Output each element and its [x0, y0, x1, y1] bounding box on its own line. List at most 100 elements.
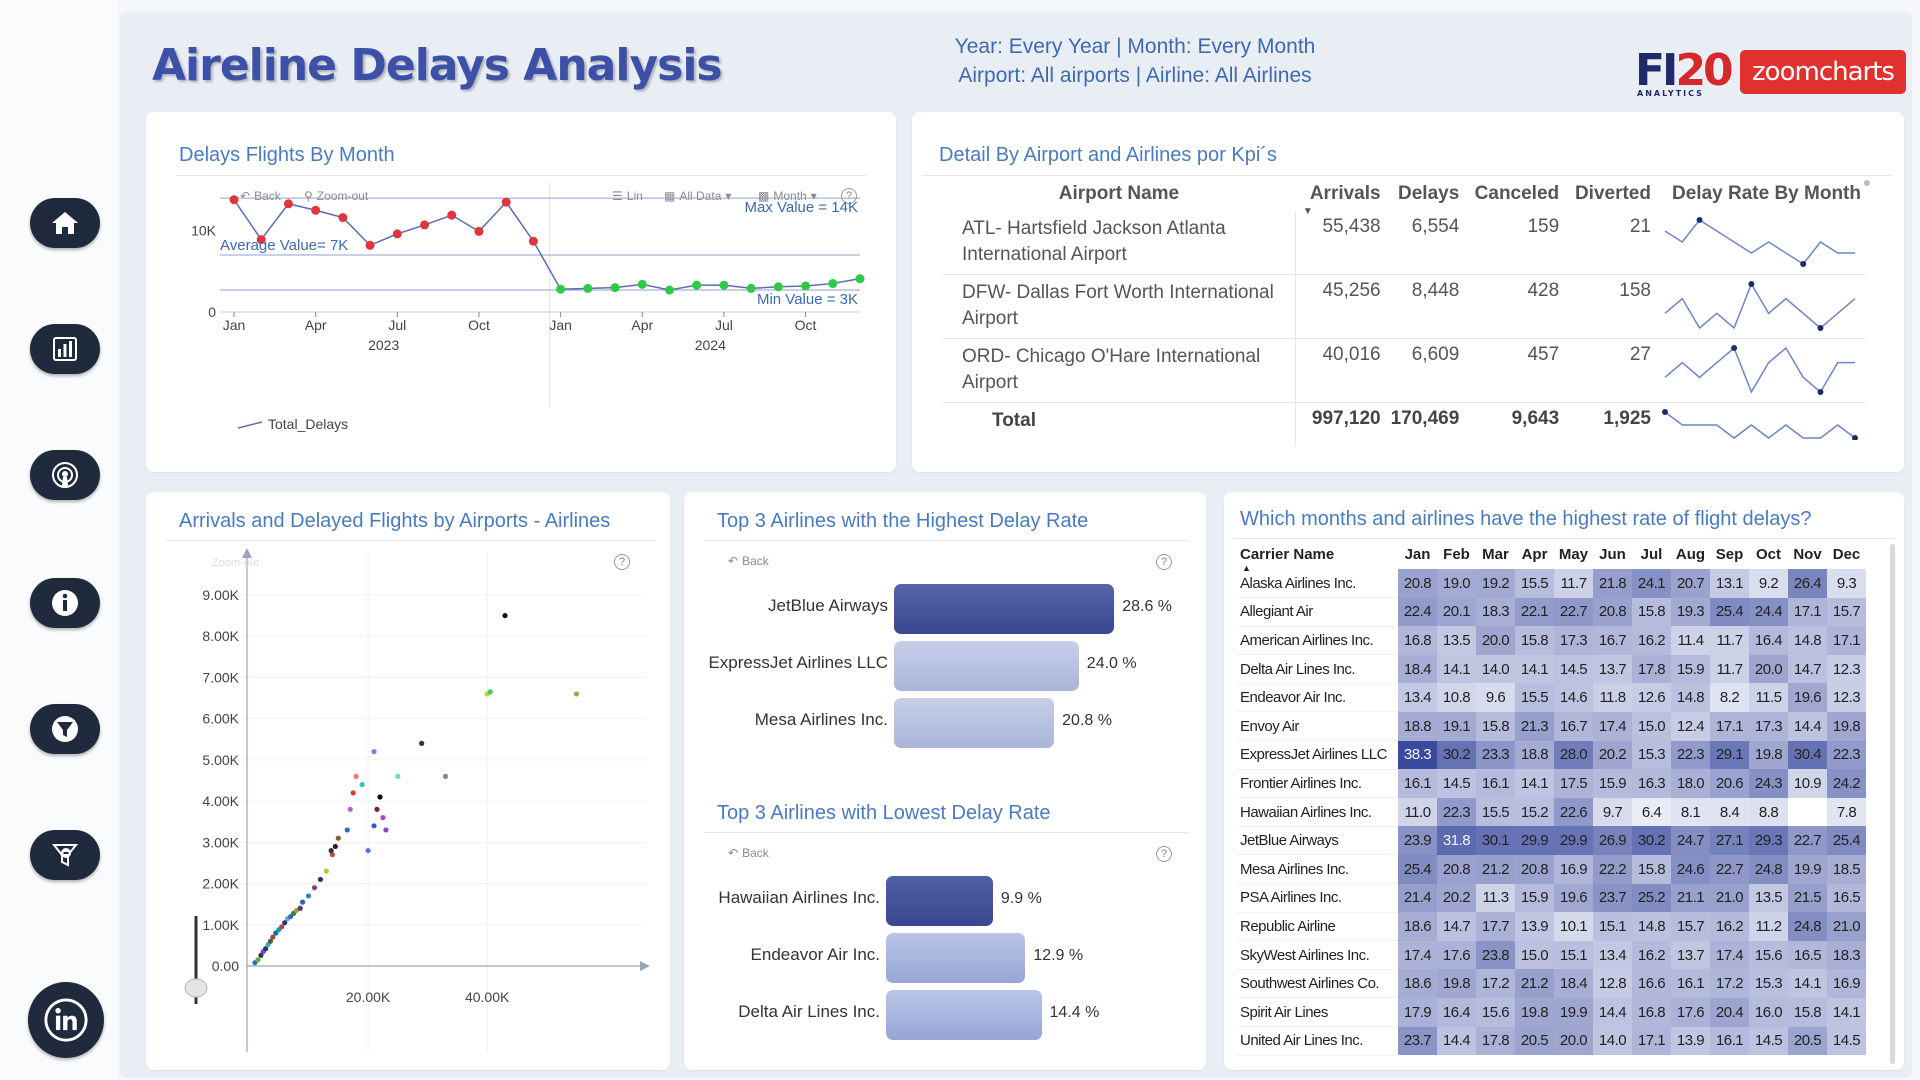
kpi-row[interactable]: DFW- Dallas Fort Worth International Air… [942, 274, 1866, 339]
heatmap-cell[interactable]: 16.7 [1554, 711, 1593, 741]
heatmap-cell[interactable]: 23.8 [1476, 940, 1515, 970]
heatmap-cell[interactable]: 15.7 [1671, 912, 1710, 941]
heatmap-row[interactable]: Spirit Air Lines 17.9 16.4 15.6 19.8 19.9 14.4… [1236, 997, 1866, 1027]
heatmap-cell[interactable]: 24.1 [1632, 569, 1671, 598]
heatmap-cell[interactable]: 18.4 [1554, 969, 1593, 998]
heatmap-cell[interactable]: 16.5 [1788, 940, 1827, 970]
heatmap-cell[interactable]: 10.1 [1554, 912, 1593, 941]
more-options-dot[interactable] [1864, 180, 1870, 186]
heatmap-cell[interactable]: 16.2 [1632, 940, 1671, 970]
heatmap-cell[interactable]: 21.2 [1476, 854, 1515, 884]
heatmap-cell[interactable]: 16.9 [1827, 969, 1866, 998]
all-data-dropdown[interactable]: ▦ All Data ▾ [664, 189, 731, 203]
heatmap-cell[interactable]: 13.4 [1593, 940, 1632, 970]
heatmap-cell[interactable]: 16.7 [1593, 626, 1632, 655]
heatmap-cell[interactable]: 16.0 [1749, 997, 1788, 1027]
heatmap-cell[interactable]: 16.6 [1632, 969, 1671, 998]
heatmap-cell[interactable]: 11.7 [1710, 654, 1749, 684]
heatmap-cell[interactable]: 14.1 [1827, 997, 1866, 1027]
heatmap-cell[interactable]: 20.0 [1476, 626, 1515, 655]
heatmap-row[interactable]: JetBlue Airways 23.9 31.8 30.1 29.9 29.9 26.9 3… [1236, 826, 1866, 856]
col-canceled[interactable]: Canceled [1474, 183, 1560, 204]
heatmap-cell[interactable]: 15.8 [1632, 597, 1671, 627]
heatmap-cell[interactable]: 20.1 [1437, 597, 1476, 627]
heatmap-cell[interactable]: 29.1 [1710, 740, 1749, 770]
heatmap-cell[interactable]: 22.7 [1710, 854, 1749, 884]
heatmap-cell[interactable]: 9.7 [1593, 797, 1632, 827]
heatmap-cell[interactable]: 13.4 [1398, 683, 1437, 712]
heatmap-cell[interactable]: 11.7 [1710, 626, 1749, 655]
heatmap-cell[interactable]: 25.4 [1827, 826, 1866, 855]
heatmap-cell[interactable]: 24.8 [1749, 854, 1788, 884]
col-month-jan[interactable]: Jan [1404, 545, 1431, 563]
heatmap-cell[interactable]: 15.8 [1476, 711, 1515, 741]
heatmap-cell[interactable]: 13.9 [1515, 912, 1554, 941]
col-arrivals[interactable]: Arrivals ▼ [1296, 177, 1386, 217]
heatmap-cell[interactable]: 18.4 [1398, 654, 1437, 684]
heatmap-cell[interactable]: 13.5 [1749, 883, 1788, 913]
heatmap-cell[interactable]: 18.8 [1398, 711, 1437, 741]
kpi-sparkline[interactable] [1661, 408, 1861, 441]
heatmap-cell[interactable]: 14.5 [1827, 1026, 1866, 1056]
heatmap-cell[interactable]: 16.4 [1437, 997, 1476, 1027]
top-low-back-button[interactable]: ↶ Back [728, 846, 769, 860]
heatmap-row[interactable]: Frontier Airlines Inc. 16.1 14.5 16.1 14.1 17… [1236, 769, 1866, 799]
heatmap-cell[interactable]: 20.2 [1437, 883, 1476, 913]
heatmap-cell[interactable]: 21.3 [1515, 711, 1554, 741]
heatmap-cell[interactable]: 38.3 [1398, 740, 1437, 770]
heatmap-cell[interactable]: 14.1 [1515, 654, 1554, 684]
heatmap-cell[interactable]: 17.4 [1593, 711, 1632, 741]
vertical-scrollbar[interactable] [1890, 544, 1895, 1064]
heatmap-cell[interactable]: 15.3 [1749, 969, 1788, 998]
heatmap-cell[interactable]: 21.0 [1710, 883, 1749, 913]
heatmap-cell[interactable]: 20.0 [1749, 654, 1788, 684]
heatmap-cell[interactable]: 17.2 [1710, 969, 1749, 998]
heatmap-cell[interactable]: 25.2 [1632, 883, 1671, 913]
heatmap-cell[interactable]: 19.8 [1749, 740, 1788, 770]
heatmap-cell[interactable]: 20.5 [1788, 1026, 1827, 1056]
heatmap-cell[interactable]: 14.4 [1437, 1026, 1476, 1056]
kpi-row[interactable]: ATL- Hartsfield Jackson Atlanta Internat… [942, 211, 1866, 275]
heatmap-cell[interactable]: 19.8 [1437, 969, 1476, 998]
heatmap-cell[interactable]: 8.8 [1749, 797, 1788, 827]
kpi-sparkline[interactable] [1661, 344, 1861, 396]
heatmap-cell[interactable]: 18.8 [1515, 740, 1554, 770]
nav-clear-filter-button[interactable] [30, 830, 100, 880]
heatmap-cell[interactable]: 11.4 [1671, 626, 1710, 655]
heatmap-cell[interactable]: 12.3 [1827, 654, 1866, 684]
heatmap-cell[interactable]: 26.9 [1593, 826, 1632, 855]
col-month-aug[interactable]: Aug [1675, 545, 1706, 563]
heatmap-cell[interactable]: 27.1 [1710, 826, 1749, 855]
heatmap-cell[interactable]: 20.0 [1554, 1026, 1593, 1056]
heatmap-cell[interactable]: 18.6 [1398, 912, 1437, 941]
heatmap-cell[interactable]: 16.1 [1476, 769, 1515, 798]
bar[interactable] [894, 698, 1055, 748]
heatmap-cell[interactable]: 14.8 [1671, 683, 1710, 712]
heatmap-row[interactable]: American Airlines Inc. 16.8 13.5 20.0 15.8 17… [1236, 626, 1866, 656]
heatmap-cell[interactable]: 14.1 [1437, 654, 1476, 684]
heatmap-row[interactable]: Endeavor Air Inc. 13.4 10.8 9.6 15.5 14.6 11.8… [1236, 683, 1866, 713]
kpi-sparkline[interactable] [1661, 216, 1861, 268]
heatmap-cell[interactable]: 21.5 [1788, 883, 1827, 913]
col-month-nov[interactable]: Nov [1793, 545, 1822, 563]
heatmap-cell[interactable]: 17.7 [1476, 912, 1515, 941]
lin-button[interactable]: ☰ Lin [612, 189, 643, 203]
col-month-feb[interactable]: Feb [1443, 545, 1470, 563]
heatmap-cell[interactable]: 24.7 [1671, 826, 1710, 855]
bar[interactable] [894, 641, 1079, 691]
help-icon[interactable]: ? [614, 554, 630, 570]
heatmap-cell[interactable]: 14.5 [1749, 1026, 1788, 1056]
heatmap-row[interactable]: Allegiant Air 22.4 20.1 18.3 22.1 22.7 20.8 15.… [1236, 597, 1866, 627]
heatmap-cell[interactable]: 29.9 [1554, 826, 1593, 855]
heatmap-row[interactable]: Delta Air Lines Inc. 18.4 14.1 14.0 14.1 14.5… [1236, 654, 1866, 684]
heatmap-cell[interactable]: 26.4 [1788, 569, 1827, 598]
col-month-mar[interactable]: Mar [1482, 545, 1509, 563]
heatmap-cell[interactable]: 14.4 [1788, 711, 1827, 741]
zoom-out-button[interactable]: ⚲ Zoom-out [304, 189, 368, 203]
heatmap-cell[interactable]: 22.1 [1515, 597, 1554, 627]
heatmap-row[interactable]: Southwest Airlines Co. 18.6 19.8 17.2 21.2 18… [1236, 969, 1866, 999]
heatmap-cell[interactable]: 22.3 [1827, 740, 1866, 770]
heatmap-cell[interactable]: 30.1 [1476, 826, 1515, 855]
linkedin-button[interactable] [28, 982, 104, 1058]
col-month-oct[interactable]: Oct [1755, 545, 1781, 563]
